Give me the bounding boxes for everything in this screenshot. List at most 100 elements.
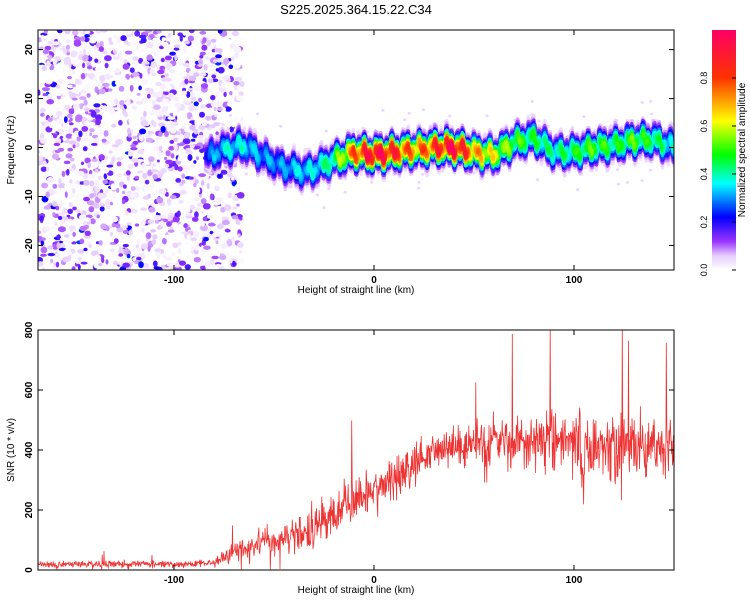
- noise-speckle: [64, 104, 71, 111]
- noise-speckle: [52, 41, 60, 46]
- noise-speckle: [220, 201, 227, 206]
- noise-speckle: [157, 69, 165, 75]
- noise-speckle: [84, 157, 91, 164]
- noise-speckle: [202, 203, 211, 210]
- noise-speckle: [121, 143, 128, 149]
- noise-speckle: [50, 64, 55, 71]
- noise-speckle: [155, 190, 159, 196]
- noise-speckle: [93, 103, 101, 108]
- noise-speckle: [87, 140, 92, 144]
- noise-speckle: [84, 120, 90, 128]
- noise-speckle: [71, 241, 77, 245]
- noise-speckle: [237, 257, 245, 265]
- noise-speckle: [55, 111, 63, 117]
- noise-speckle: [222, 107, 226, 112]
- noise-speckle: [167, 229, 175, 233]
- noise-speckle: [111, 222, 116, 228]
- noise-speckle: [47, 54, 53, 61]
- noise-speckle: [38, 89, 41, 96]
- noise-speckle: [89, 132, 93, 137]
- noise-speckle: [128, 150, 134, 157]
- noise-speckle: [198, 59, 203, 65]
- noise-speckle: [55, 47, 60, 53]
- noise-speckle: [193, 128, 199, 135]
- noise-speckle: [132, 140, 139, 145]
- noise-speckle: [62, 122, 70, 128]
- noise-speckle: [177, 166, 183, 172]
- noise-speckle: [183, 131, 191, 139]
- noise-speckle: [42, 160, 47, 166]
- noise-speckle: [122, 225, 129, 229]
- noise-speckle: [56, 241, 61, 249]
- noise-speckle: [167, 198, 172, 203]
- background-speckle: [407, 111, 411, 115]
- noise-speckle: [167, 103, 173, 108]
- noise-speckle: [51, 201, 58, 207]
- noise-speckle: [165, 62, 173, 69]
- noise-speckle: [215, 240, 219, 244]
- noise-speckle: [134, 175, 140, 180]
- noise-speckle: [190, 164, 196, 169]
- noise-speckle: [150, 229, 157, 233]
- noise-speckle: [178, 96, 184, 103]
- noise-speckle: [200, 104, 206, 109]
- noise-speckle: [153, 266, 160, 270]
- noise-speckle: [134, 30, 141, 37]
- noise-speckle: [58, 220, 62, 225]
- noise-speckle: [169, 139, 175, 144]
- noise-speckle: [140, 207, 148, 211]
- noise-speckle: [194, 211, 199, 219]
- noise-speckle: [143, 110, 147, 117]
- noise-speckle: [38, 171, 42, 175]
- noise-speckle: [104, 73, 112, 80]
- noise-speckle: [184, 241, 189, 245]
- noise-speckle: [143, 185, 150, 192]
- noise-speckle: [220, 242, 229, 250]
- noise-speckle: [122, 243, 129, 248]
- noise-speckle: [71, 97, 78, 101]
- noise-speckle: [39, 138, 47, 144]
- noise-speckle: [137, 170, 143, 174]
- noise-speckle: [100, 223, 107, 230]
- noise-speckle: [63, 160, 71, 165]
- noise-speckle: [206, 182, 210, 190]
- noise-speckle: [99, 75, 106, 82]
- noise-speckle: [132, 59, 140, 67]
- noise-speckle: [82, 62, 86, 69]
- noise-speckle: [52, 183, 58, 189]
- noise-speckle: [106, 164, 114, 168]
- noise-speckle: [88, 244, 93, 248]
- noise-speckle: [118, 253, 124, 257]
- noise-speckle: [172, 73, 178, 78]
- noise-speckle: [69, 225, 76, 231]
- noise-speckle: [136, 246, 140, 253]
- noise-speckle: [40, 240, 44, 246]
- noise-speckle: [38, 235, 44, 243]
- noise-speckle: [86, 93, 91, 98]
- noise-speckle: [129, 193, 136, 198]
- noise-speckle: [177, 155, 182, 162]
- noise-speckle: [147, 193, 151, 199]
- noise-speckle: [169, 195, 177, 199]
- noise-speckle: [216, 59, 223, 63]
- noise-speckle: [68, 140, 77, 145]
- noise-speckle: [188, 176, 194, 180]
- noise-speckle: [181, 179, 186, 184]
- noise-speckle: [205, 261, 211, 267]
- background-speckle: [535, 178, 540, 182]
- noise-speckle: [148, 88, 154, 95]
- noise-speckle: [174, 54, 178, 61]
- noise-speckle: [234, 52, 239, 59]
- noise-speckle: [137, 149, 145, 155]
- noise-speckle: [115, 187, 120, 193]
- background-speckle: [530, 99, 534, 103]
- noise-speckle: [148, 156, 155, 162]
- noise-speckle: [234, 76, 243, 81]
- noise-speckle: [129, 67, 135, 73]
- noise-speckle: [88, 206, 95, 213]
- noise-speckle: [72, 231, 76, 237]
- background-speckle: [315, 193, 319, 197]
- noise-speckle: [118, 119, 123, 126]
- noise-speckle: [95, 30, 102, 34]
- noise-speckle: [193, 160, 197, 164]
